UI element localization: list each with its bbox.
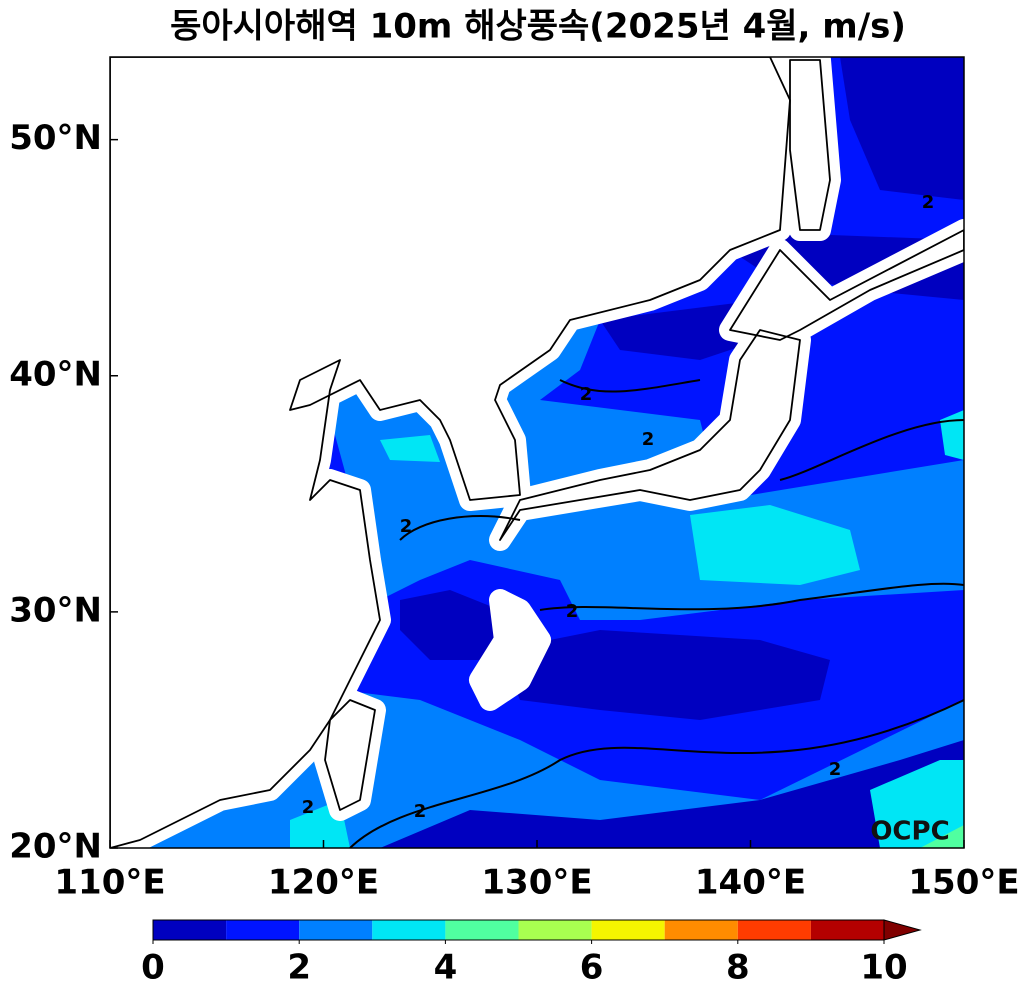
field-fill [690, 505, 860, 585]
y-tick-label: 30°N [9, 590, 102, 630]
contour-line [349, 379, 964, 848]
colorbar-segment [518, 920, 592, 940]
colorbar-tick-label: 2 [287, 948, 311, 988]
colorbar-tick-label: 8 [726, 948, 750, 988]
x-tick-label: 110°E [54, 863, 165, 903]
field-fill [400, 590, 500, 660]
colorbar-tick-label: 4 [434, 948, 458, 988]
field-fill [500, 630, 830, 720]
field-fill [380, 435, 440, 462]
field-fill [840, 57, 964, 200]
contour-label: 2 [642, 429, 655, 450]
contour-label: 2 [414, 801, 427, 822]
contour-label: 2 [302, 797, 315, 818]
source-label: OCPC [870, 817, 949, 847]
field-fill [380, 740, 964, 848]
colorbar-segment [372, 920, 446, 940]
colorbar-frame [152, 919, 885, 941]
colorbar-tick-label: 10 [860, 948, 907, 988]
colorbar-segment [299, 920, 373, 940]
contour-labels: 2 2 2 2 2 2 2 2 [302, 192, 935, 822]
colorbar-tick-label: 0 [141, 948, 165, 988]
colorbar-tick-label: 6 [580, 948, 604, 988]
chart-title: 동아시아해역 10m 해상풍속(2025년 4월, m/s) [170, 7, 906, 47]
y-tick-label: 20°N [9, 827, 102, 867]
contour-label: 2 [400, 516, 413, 537]
colorbar-extend [883, 919, 922, 941]
map: 2 2 2 2 2 2 2 2 [110, 57, 964, 848]
y-tick-label: 40°N [9, 354, 102, 394]
contour-label: 2 [580, 384, 593, 405]
field-fill [940, 410, 964, 460]
field-fill [600, 300, 760, 360]
contour-label: 2 [829, 759, 842, 780]
colorbar-segment [591, 920, 665, 940]
colorbar-segment [737, 920, 811, 940]
field-fill [920, 825, 964, 848]
field-fill [870, 760, 964, 848]
x-tick-label: 150°E [908, 863, 1019, 903]
colorbar-segment [664, 920, 738, 940]
contour-label: 2 [566, 601, 579, 622]
x-tick-label: 140°E [695, 863, 806, 903]
colorbar-segment [226, 920, 300, 940]
colorbar-segment [153, 920, 227, 940]
colorbar-segment [445, 920, 519, 940]
colorbar-segment [810, 920, 884, 940]
x-tick-label: 120°E [268, 863, 379, 903]
y-tick-label: 50°N [9, 118, 102, 158]
x-tick-label: 130°E [481, 863, 592, 903]
contour-label: 2 [922, 192, 935, 213]
